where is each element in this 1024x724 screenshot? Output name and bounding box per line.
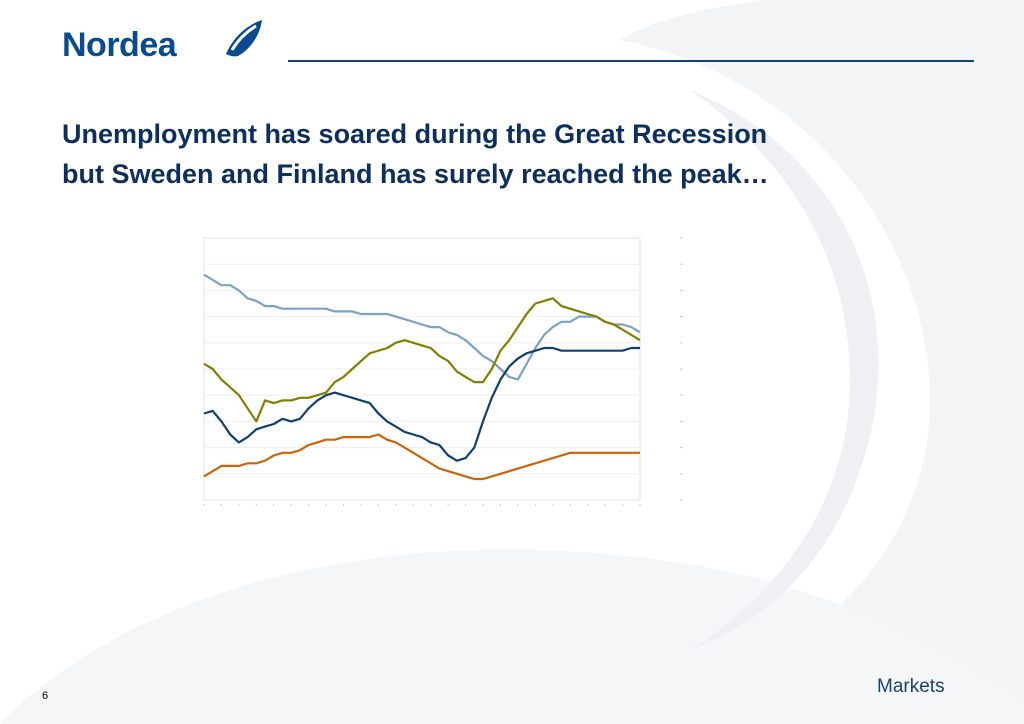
slide-title-line-1: Unemployment has soared during the Great… (62, 119, 768, 149)
slide-title: Unemployment has soared during the Great… (62, 114, 982, 194)
page-number: 6 (42, 690, 49, 702)
series-line-4 (203, 433, 640, 481)
series-line-3 (203, 346, 640, 462)
sail-logo-icon (226, 20, 262, 57)
slide-title-line-2: but Sweden and Finland has surely reache… (62, 159, 769, 189)
footer-markets-label: Markets (877, 676, 945, 697)
logo-wordmark: Nordea (62, 26, 177, 64)
unemployment-line-chart (203, 237, 683, 506)
header-divider (288, 60, 974, 62)
series-line-1 (203, 273, 641, 381)
series-line-2 (203, 297, 641, 423)
